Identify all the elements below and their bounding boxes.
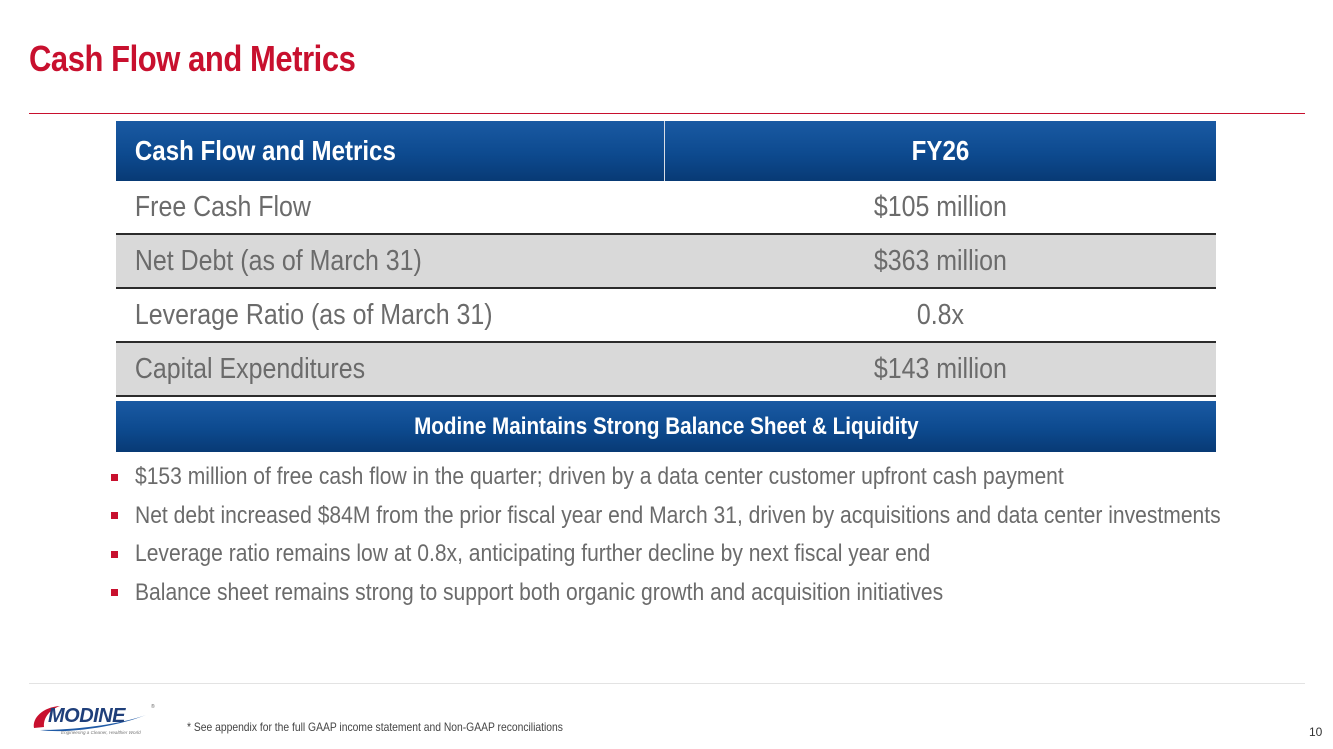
modine-logo: MODINE ® Engineering a Cleaner, Healthie… bbox=[30, 697, 160, 737]
footnote: * See appendix for the full GAAP income … bbox=[187, 720, 563, 734]
table-row: Free Cash Flow $105 million bbox=[116, 181, 1216, 235]
banner-text: Modine Maintains Strong Balance Sheet & … bbox=[413, 412, 919, 440]
list-item: $153 million of free cash flow in the qu… bbox=[111, 458, 1333, 497]
page-number: 10 bbox=[1309, 725, 1323, 739]
summary-banner: Modine Maintains Strong Balance Sheet & … bbox=[116, 401, 1216, 452]
footer-divider bbox=[29, 683, 1305, 684]
page-title: Cash Flow and Metrics bbox=[29, 38, 356, 79]
table-header-row: Cash Flow and Metrics FY26 bbox=[116, 121, 1216, 181]
row-label: Free Cash Flow bbox=[134, 190, 311, 223]
row-value-cell: $363 million bbox=[664, 234, 1216, 289]
bullet-text: Net debt increased $84M from the prior f… bbox=[135, 501, 1221, 529]
row-value-cell: $143 million bbox=[664, 342, 1216, 397]
header-period-text: FY26 bbox=[911, 135, 970, 166]
logo-wordmark: MODINE bbox=[48, 705, 126, 727]
list-item: Balance sheet remains strong to support … bbox=[111, 574, 1333, 613]
svg-text:®: ® bbox=[151, 703, 155, 710]
table-row: Net Debt (as of March 31) $363 million bbox=[116, 234, 1216, 289]
row-label-cell: Capital Expenditures bbox=[116, 342, 665, 397]
table-row: Leverage Ratio (as of March 31) 0.8x bbox=[116, 288, 1216, 343]
row-label: Net Debt (as of March 31) bbox=[134, 244, 422, 277]
row-label-cell: Free Cash Flow bbox=[116, 181, 665, 235]
metrics-table: Cash Flow and Metrics FY26 Free Cash Flo… bbox=[116, 121, 1216, 397]
row-value: $363 million bbox=[873, 244, 1007, 277]
list-item: Leverage ratio remains low at 0.8x, anti… bbox=[111, 535, 1333, 574]
row-value: 0.8x bbox=[916, 298, 964, 331]
table-row: Capital Expenditures $143 million bbox=[116, 342, 1216, 397]
bullet-text: Leverage ratio remains low at 0.8x, anti… bbox=[135, 540, 931, 568]
row-label-cell: Leverage Ratio (as of March 31) bbox=[116, 288, 665, 343]
row-value: $105 million bbox=[873, 190, 1007, 223]
logo-tagline: Engineering a Cleaner, Healthier World bbox=[61, 730, 141, 735]
table-header-period: FY26 bbox=[664, 121, 1216, 181]
bullet-text: $153 million of free cash flow in the qu… bbox=[135, 463, 1064, 491]
title-divider bbox=[29, 113, 1305, 114]
bullet-list: $153 million of free cash flow in the qu… bbox=[111, 458, 1333, 612]
row-label-cell: Net Debt (as of March 31) bbox=[116, 234, 665, 289]
square-bullet-icon bbox=[111, 550, 118, 558]
bullet-text: Balance sheet remains strong to support … bbox=[135, 578, 944, 606]
row-value-cell: $105 million bbox=[664, 181, 1216, 235]
row-value: $143 million bbox=[873, 352, 1007, 385]
table-header-label: Cash Flow and Metrics bbox=[116, 121, 665, 181]
row-value-cell: 0.8x bbox=[664, 288, 1216, 343]
square-bullet-icon bbox=[111, 512, 118, 520]
row-label: Capital Expenditures bbox=[134, 352, 366, 385]
header-label-text: Cash Flow and Metrics bbox=[134, 135, 396, 166]
row-label: Leverage Ratio (as of March 31) bbox=[134, 298, 493, 331]
list-item: Net debt increased $84M from the prior f… bbox=[111, 497, 1333, 536]
square-bullet-icon bbox=[111, 473, 118, 481]
square-bullet-icon bbox=[111, 589, 118, 597]
modine-logo-swoosh-icon: MODINE ® Engineering a Cleaner, Healthie… bbox=[33, 703, 155, 735]
